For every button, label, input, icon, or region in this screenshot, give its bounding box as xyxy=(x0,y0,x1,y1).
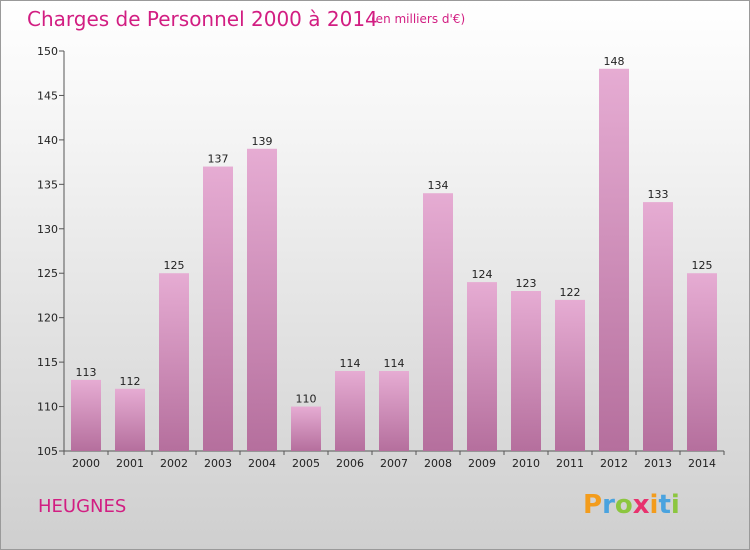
x-tick-label-2003: 2003 xyxy=(204,457,232,470)
bar-2003 xyxy=(203,166,233,452)
axes-group: 105 110 115 120 125 130 135 140 145 150 xyxy=(37,45,725,458)
x-tick-label-2012: 2012 xyxy=(600,457,628,470)
value-label-2006: 114 xyxy=(340,357,361,370)
value-label-2013: 133 xyxy=(648,188,669,201)
x-tick-label-2004: 2004 xyxy=(248,457,276,470)
value-label-2009: 124 xyxy=(472,268,493,281)
value-label-2003: 137 xyxy=(208,153,229,166)
logo-letter: x xyxy=(632,490,650,520)
chart-subtitle: (en milliers d'€) xyxy=(371,12,466,26)
value-label-2012: 148 xyxy=(604,55,625,68)
y-tick-label: 145 xyxy=(37,89,58,102)
x-tick-label-2000: 2000 xyxy=(72,457,100,470)
commune-name: HEUGNES xyxy=(38,496,127,517)
value-label-2001: 112 xyxy=(120,375,141,388)
proxiti-logo: Proxiti xyxy=(583,490,680,520)
x-tick-label-2014: 2014 xyxy=(688,457,716,470)
y-tick-label: 125 xyxy=(37,267,58,280)
logo-letter: o xyxy=(614,490,633,520)
value-label-2011: 122 xyxy=(560,286,581,299)
bar-2011 xyxy=(555,299,585,451)
chart-title: Charges de Personnel 2000 à 2014 xyxy=(27,7,378,31)
value-label-2008: 134 xyxy=(428,179,449,192)
x-tick-label-2001: 2001 xyxy=(116,457,144,470)
value-label-2000: 113 xyxy=(76,366,97,379)
bar-2002 xyxy=(159,273,189,451)
x-tick-label-2010: 2010 xyxy=(512,457,540,470)
y-tick-label: 140 xyxy=(37,134,58,147)
x-tick-label-2011: 2011 xyxy=(556,457,584,470)
bars-group xyxy=(71,68,717,452)
bar-2001 xyxy=(115,388,145,451)
bar-2008 xyxy=(423,193,453,451)
bar-2010 xyxy=(511,291,541,451)
x-tick-label-2009: 2009 xyxy=(468,457,496,470)
labels-group: 113 2000 112 2001 125 2002 137 2003 139 2004 110 20… xyxy=(72,55,716,470)
bar-2012 xyxy=(599,68,629,452)
bar-2007 xyxy=(379,371,409,451)
bar-2000 xyxy=(71,379,101,451)
x-tick-label-2006: 2006 xyxy=(336,457,364,470)
logo-letter: i xyxy=(670,490,680,520)
y-tick-label: 115 xyxy=(37,356,58,369)
x-tick-label-2008: 2008 xyxy=(424,457,452,470)
y-tick-label: 135 xyxy=(37,178,58,191)
y-tick-label: 120 xyxy=(37,312,58,325)
bar-2005 xyxy=(291,406,321,451)
y-tick-label: 150 xyxy=(37,45,58,58)
value-label-2002: 125 xyxy=(164,259,185,272)
x-tick-label-2013: 2013 xyxy=(644,457,672,470)
x-tick-label-2002: 2002 xyxy=(160,457,188,470)
bar-2004 xyxy=(247,148,277,451)
bar-2006 xyxy=(335,371,365,451)
y-tick-label: 105 xyxy=(37,445,58,458)
bar-2009 xyxy=(467,282,497,451)
value-label-2010: 123 xyxy=(516,277,537,290)
logo-letter: i xyxy=(649,490,659,520)
y-tick-label: 110 xyxy=(37,401,58,414)
value-label-2014: 125 xyxy=(692,259,713,272)
logo-letter: P xyxy=(583,490,603,520)
x-tick-label-2005: 2005 xyxy=(292,457,320,470)
bar-2013 xyxy=(643,202,673,451)
logo-letter: t xyxy=(658,490,671,520)
x-tick-label-2007: 2007 xyxy=(380,457,408,470)
value-label-2007: 114 xyxy=(384,357,405,370)
y-tick-label: 130 xyxy=(37,223,58,236)
value-label-2004: 139 xyxy=(252,135,273,148)
logo-letter: r xyxy=(602,490,615,520)
bar-2014 xyxy=(687,273,717,451)
value-label-2005: 110 xyxy=(296,393,317,406)
